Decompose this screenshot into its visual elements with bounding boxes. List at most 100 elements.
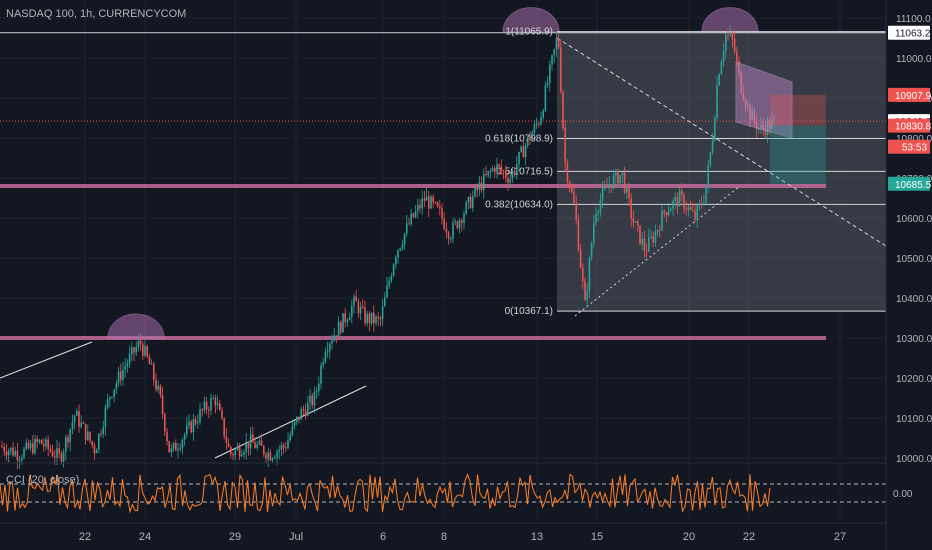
candle-body — [76, 410, 78, 416]
candle-body — [238, 446, 241, 457]
candle-body — [172, 442, 175, 449]
candle-body — [513, 170, 516, 174]
candle-body — [379, 318, 382, 320]
price-tag-label: 10830.8 — [895, 122, 932, 133]
candle-body — [236, 446, 239, 450]
top-arc — [107, 313, 165, 339]
candle-body — [40, 439, 43, 445]
candle-body — [98, 433, 100, 450]
candle-body — [36, 438, 38, 443]
candle-body — [718, 74, 720, 85]
candle-body — [610, 184, 613, 188]
candle-body — [131, 347, 133, 355]
candle-body — [584, 281, 586, 300]
candle-body — [711, 140, 714, 153]
candle-body — [643, 238, 646, 251]
price-tag-label: 11063.2 — [895, 29, 931, 40]
candle-body — [744, 100, 747, 107]
candle-body — [194, 419, 197, 424]
candle-body — [269, 452, 272, 461]
y-tick-label: 10100.0 — [896, 414, 932, 425]
candle-body — [740, 72, 742, 93]
candle-body — [274, 457, 276, 459]
candle-body — [342, 313, 344, 333]
candle-body — [335, 335, 338, 337]
candle-body — [577, 219, 580, 251]
candle-body — [117, 371, 120, 384]
cci-line — [0, 473, 771, 514]
candle-body — [331, 340, 333, 344]
candle-body — [359, 306, 362, 314]
candle-body — [560, 47, 562, 92]
candle-body — [423, 198, 426, 201]
candle-body — [742, 92, 745, 101]
candle-body — [285, 447, 287, 449]
candle-body — [62, 451, 65, 462]
candle-body — [45, 439, 47, 447]
candle-body — [54, 456, 56, 458]
candle-body — [524, 145, 527, 158]
candle-body — [458, 220, 461, 229]
candle-body — [615, 170, 617, 176]
candle-body — [153, 363, 155, 380]
top-arc — [701, 7, 759, 33]
candle-body — [425, 196, 428, 201]
candle-body — [56, 448, 58, 458]
candle-body — [388, 280, 390, 286]
candle-body — [670, 208, 672, 212]
grid — [0, 0, 886, 520]
candle-body — [480, 182, 483, 191]
candle-body — [685, 209, 687, 211]
candle-body — [696, 206, 698, 220]
candle-body — [148, 356, 151, 365]
candle-body — [179, 447, 181, 450]
candle-body — [632, 218, 635, 223]
candle-body — [144, 346, 146, 356]
candle-body — [104, 407, 107, 428]
candle-body — [133, 347, 135, 353]
candle-body — [212, 398, 214, 400]
candle-body — [344, 313, 346, 323]
candle-body — [49, 448, 52, 452]
candle-body — [357, 301, 360, 314]
candle-body — [540, 117, 542, 125]
candle-body — [386, 285, 388, 298]
candle-body — [758, 128, 760, 130]
candle-body — [364, 306, 366, 324]
candle-body — [254, 442, 256, 449]
candle-body — [692, 209, 694, 211]
candle-body — [252, 434, 254, 443]
trendline — [214, 385, 367, 459]
fib-label: 0(10367.1) — [505, 306, 553, 317]
candle-body — [166, 431, 168, 442]
candle-body — [175, 442, 177, 451]
candle-body — [520, 146, 522, 152]
price-tag — [888, 118, 930, 133]
candle-body — [588, 258, 591, 292]
y-tick-label: 11000.0 — [896, 54, 932, 65]
candle-body — [47, 439, 49, 449]
candle-body — [450, 238, 452, 240]
candle-body — [714, 117, 716, 141]
candle-body — [377, 316, 379, 319]
candle-body — [731, 33, 734, 39]
candle-body — [346, 320, 349, 323]
candle-body — [293, 421, 296, 426]
y-tick-label: 11100.0 — [896, 14, 931, 25]
candle-body — [621, 172, 624, 176]
candle-body — [84, 423, 87, 440]
cci-label: CCI (20, close) — [6, 474, 80, 486]
candle-body — [102, 427, 104, 434]
candle-body — [557, 38, 560, 48]
candle-body — [271, 458, 274, 461]
candle-body — [601, 188, 604, 201]
candle-body — [474, 187, 476, 197]
candle-body — [161, 394, 164, 414]
candle-body — [366, 313, 368, 324]
candle-body — [749, 104, 751, 120]
candle-body — [89, 431, 91, 442]
candle-body — [65, 437, 67, 452]
candle-body — [67, 437, 69, 443]
candle-body — [533, 124, 536, 133]
